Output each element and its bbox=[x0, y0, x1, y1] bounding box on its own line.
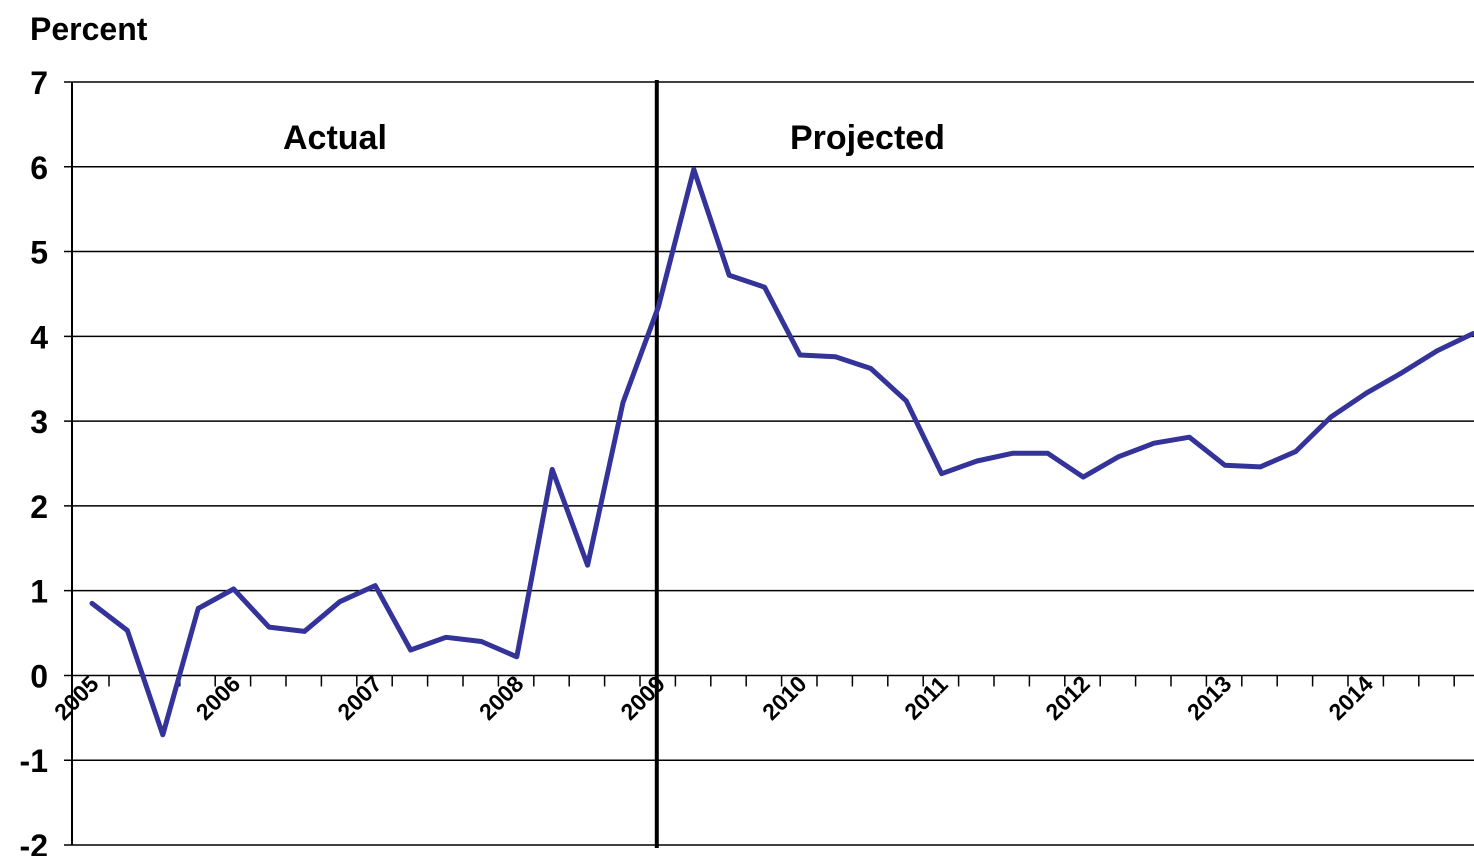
actual-label: Actual bbox=[283, 119, 387, 157]
y-tick-label: 5 bbox=[30, 235, 48, 271]
y-axis-title: Percent bbox=[30, 11, 148, 47]
x-tick-label: 2006 bbox=[191, 671, 246, 726]
x-tick-label: 2008 bbox=[474, 670, 529, 725]
y-tick-label: 0 bbox=[30, 658, 48, 694]
x-tick-label: 2013 bbox=[1182, 671, 1237, 726]
x-tick-label: 2009 bbox=[615, 671, 670, 726]
y-tick-label: -1 bbox=[20, 743, 48, 779]
x-tick-label: 2010 bbox=[757, 671, 812, 726]
x-tick-label: 2014 bbox=[1323, 670, 1378, 725]
y-tick-label: 3 bbox=[30, 404, 48, 440]
projected-label: Projected bbox=[790, 119, 945, 157]
x-tick-label: 2005 bbox=[49, 670, 104, 725]
y-tick-label: 6 bbox=[30, 150, 48, 186]
x-tick-label: 2012 bbox=[1040, 671, 1095, 726]
series-line-0 bbox=[89, 166, 1474, 738]
y-tick-label: 1 bbox=[30, 574, 48, 610]
gridlines bbox=[64, 81, 1474, 846]
x-axis-tick-labels: 2005 2006 2007 2008 2009 2010 2011 2012 2013 2014 bbox=[49, 670, 1378, 725]
series-group bbox=[89, 166, 1474, 738]
y-tick-label: 2 bbox=[30, 489, 48, 525]
y-tick-label: -2 bbox=[20, 828, 48, 856]
x-tick-label: 2007 bbox=[332, 671, 387, 726]
y-tick-label: 4 bbox=[30, 319, 48, 355]
y-axis-tick-labels: 7 6 5 4 3 2 1 0 -1 -2 bbox=[20, 65, 49, 856]
x-tick-label: 2011 bbox=[899, 671, 953, 725]
y-tick-label: 7 bbox=[30, 65, 48, 101]
